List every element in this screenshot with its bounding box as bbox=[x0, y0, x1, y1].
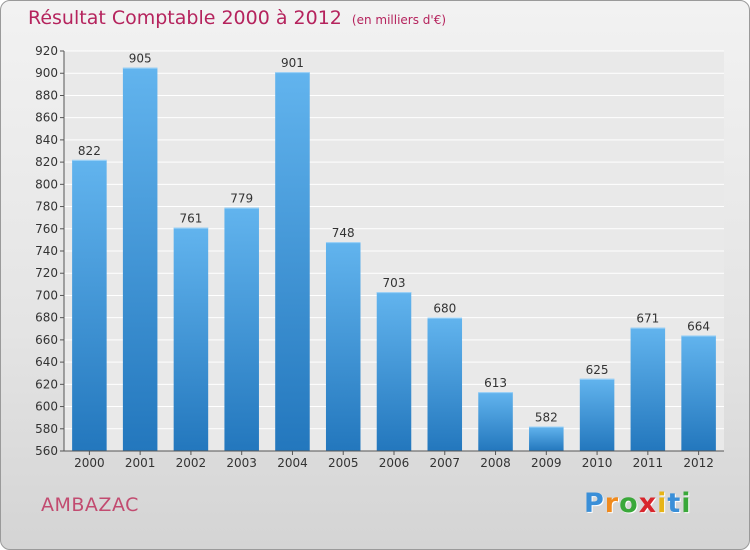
bar-value-label: 761 bbox=[179, 212, 202, 226]
bar bbox=[427, 317, 463, 451]
x-tick-label: 2005 bbox=[328, 456, 359, 470]
bar bbox=[529, 426, 564, 451]
proxiti-logo[interactable]: Proxiti bbox=[584, 488, 692, 519]
bar-value-label: 671 bbox=[636, 312, 659, 326]
bar-value-label: 625 bbox=[586, 363, 609, 377]
x-tick-label: 2010 bbox=[582, 456, 613, 470]
bar-value-label: 901 bbox=[281, 56, 304, 70]
logo-letter: i bbox=[657, 488, 668, 519]
y-tick-label: 780 bbox=[35, 200, 58, 214]
y-tick-label: 920 bbox=[35, 44, 58, 58]
y-tick-label: 600 bbox=[35, 400, 58, 414]
x-tick-label: 2008 bbox=[480, 456, 511, 470]
bar-value-label: 905 bbox=[129, 52, 152, 66]
y-tick-label: 580 bbox=[35, 422, 58, 436]
x-tick-label: 2011 bbox=[633, 456, 664, 470]
bar bbox=[579, 378, 615, 451]
logo-letter: t bbox=[667, 488, 682, 519]
title-row: Résultat Comptable 2000 à 2012 (en millie… bbox=[28, 7, 446, 29]
bar-value-label: 748 bbox=[332, 226, 355, 240]
x-tick-label: 2009 bbox=[531, 456, 562, 470]
x-tick-label: 2007 bbox=[429, 456, 460, 470]
bar-value-label: 582 bbox=[535, 411, 558, 425]
y-tick-label: 680 bbox=[35, 311, 58, 325]
bar-value-label: 703 bbox=[383, 276, 406, 290]
x-tick-label: 2003 bbox=[226, 456, 257, 470]
x-tick-label: 2001 bbox=[125, 456, 156, 470]
axes: 560 580 600 620 640 660 680 700 720 740 760 780 800 8… bbox=[35, 44, 724, 470]
y-tick-label: 840 bbox=[35, 133, 58, 147]
bar bbox=[275, 72, 310, 451]
x-tick-label: 2004 bbox=[277, 456, 308, 470]
x-tick-label: 2006 bbox=[379, 456, 410, 470]
x-tick-label: 2002 bbox=[176, 456, 207, 470]
y-tick-label: 820 bbox=[35, 155, 58, 169]
bar bbox=[681, 335, 716, 451]
bar-value-label: 822 bbox=[78, 144, 101, 158]
x-tick-label: 2012 bbox=[683, 456, 714, 470]
logo-letter: r bbox=[604, 488, 620, 519]
bars: 822 905 761 779 901 748 703 680 613 582 625 671 664 bbox=[72, 52, 716, 452]
bar bbox=[173, 227, 209, 451]
bar bbox=[478, 392, 513, 451]
logo-letter: x bbox=[638, 488, 658, 519]
chart-title: Résultat Comptable 2000 à 2012 bbox=[28, 7, 342, 29]
chart-subtitle: (en milliers d'€) bbox=[351, 13, 447, 27]
y-tick-label: 700 bbox=[35, 288, 58, 302]
logo-letter: P bbox=[584, 488, 605, 519]
bar bbox=[72, 159, 107, 451]
bar-value-label: 613 bbox=[484, 376, 507, 390]
y-tick-label: 900 bbox=[35, 66, 58, 80]
y-tick-label: 860 bbox=[35, 111, 58, 125]
y-tick-label: 880 bbox=[35, 88, 58, 102]
bar bbox=[224, 207, 259, 451]
x-tick-label: 2000 bbox=[74, 456, 105, 470]
bar bbox=[122, 67, 158, 452]
bar bbox=[325, 242, 361, 451]
y-tick-label: 620 bbox=[35, 377, 58, 391]
bar-value-label: 680 bbox=[433, 302, 456, 316]
y-tick-label: 660 bbox=[35, 333, 58, 347]
y-tick-label: 740 bbox=[35, 244, 58, 258]
bar bbox=[376, 292, 412, 451]
commune-name: AMBAZAC bbox=[41, 494, 139, 516]
logo-letter: i bbox=[681, 488, 692, 519]
y-tick-label: 560 bbox=[35, 444, 58, 458]
y-tick-label: 720 bbox=[35, 266, 58, 280]
bar-value-label: 779 bbox=[230, 192, 253, 206]
bar bbox=[630, 327, 666, 451]
y-tick-label: 640 bbox=[35, 355, 58, 369]
y-tick-label: 800 bbox=[35, 177, 58, 191]
logo-letter: o bbox=[619, 488, 639, 519]
bar-value-label: 664 bbox=[687, 319, 710, 333]
y-tick-label: 760 bbox=[35, 222, 58, 236]
